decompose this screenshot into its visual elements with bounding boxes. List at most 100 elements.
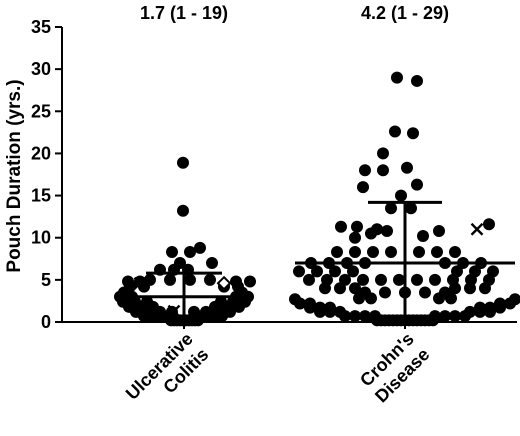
group-annotation: 1.7 (1 - 19) <box>140 3 228 23</box>
y-tick-label: 25 <box>31 101 51 121</box>
y-tick-label: 20 <box>31 143 51 163</box>
data-point <box>405 202 417 215</box>
y-tick-label: 5 <box>41 270 51 290</box>
data-point <box>385 246 397 259</box>
data-point <box>401 161 413 174</box>
data-point <box>339 273 351 286</box>
cross-marker <box>470 222 484 236</box>
y-tick-label: 35 <box>31 17 51 37</box>
data-point <box>395 189 407 202</box>
data-point <box>164 273 176 286</box>
y-tick-label: 10 <box>31 228 51 248</box>
data-point <box>494 297 506 310</box>
data-point <box>439 286 451 299</box>
data-point <box>377 164 389 177</box>
data-point <box>321 273 333 286</box>
y-tick-label: 0 <box>41 312 51 332</box>
data-point <box>188 305 200 318</box>
data-point <box>141 295 153 308</box>
data-point <box>469 265 481 278</box>
data-point <box>331 246 343 259</box>
data-point <box>419 286 431 299</box>
data-point <box>349 246 361 259</box>
data-point <box>413 246 425 259</box>
data-point <box>449 246 461 259</box>
data-point <box>244 275 256 288</box>
data-point <box>474 301 486 314</box>
data-point <box>174 257 186 269</box>
data-point <box>509 293 520 306</box>
data-point <box>367 246 379 259</box>
data-point <box>184 273 196 286</box>
data-point <box>204 273 216 286</box>
y-tick-label: 15 <box>31 186 51 206</box>
data-point <box>431 246 443 259</box>
data-point <box>351 220 363 233</box>
group-annotation: 4.2 (1 - 29) <box>361 3 449 23</box>
data-point <box>166 246 178 259</box>
cross-stroke <box>470 222 484 236</box>
data-point <box>177 204 189 217</box>
cross-stroke <box>167 304 181 318</box>
data-point <box>311 265 323 278</box>
data-point <box>375 273 387 286</box>
data-point <box>289 293 301 306</box>
data-point <box>411 273 423 286</box>
data-point <box>184 246 196 259</box>
data-point <box>335 220 347 233</box>
data-point <box>487 265 499 278</box>
data-point <box>429 273 441 286</box>
cross-marker <box>167 304 181 318</box>
data-point <box>411 74 423 87</box>
data-point <box>389 125 401 138</box>
data-point <box>314 301 326 314</box>
data-point <box>411 178 423 191</box>
y-axis: 0 5 10 15 20 25 30 35 <box>31 17 63 332</box>
data-point <box>407 127 419 140</box>
data-point <box>451 265 463 278</box>
data-point <box>303 273 315 286</box>
data-point <box>200 305 212 318</box>
data-point <box>357 181 369 194</box>
data-point <box>215 295 227 308</box>
data-point <box>177 156 189 169</box>
data-point <box>122 275 134 288</box>
data-point <box>359 286 371 299</box>
data-point <box>484 301 496 314</box>
data-point <box>377 147 389 160</box>
cross-marker <box>133 276 147 290</box>
data-point <box>393 273 405 286</box>
data-point <box>230 275 242 288</box>
data-point <box>334 305 346 318</box>
y-axis-title: Pouch Duration (yrs.) <box>4 79 25 272</box>
data-point <box>144 273 156 286</box>
x-axis <box>62 321 517 329</box>
data-point <box>293 265 305 278</box>
data-point <box>359 164 371 177</box>
data-point <box>324 301 336 314</box>
data-point <box>433 224 445 237</box>
cross-stroke <box>133 276 147 290</box>
y-tick-label: 30 <box>31 59 51 79</box>
data-point <box>329 265 341 278</box>
data-point <box>385 202 397 215</box>
data-point <box>349 231 361 244</box>
data-point <box>194 241 206 254</box>
data-point <box>483 218 495 231</box>
data-point <box>449 310 461 323</box>
data-point <box>379 286 391 299</box>
data-point <box>349 282 361 295</box>
data-point <box>349 310 361 323</box>
data-point <box>304 297 316 310</box>
data-point <box>381 224 393 237</box>
data-point <box>371 223 383 236</box>
data-point <box>347 265 359 278</box>
data-point <box>357 273 369 286</box>
data-point <box>391 71 403 84</box>
data-point <box>417 230 429 243</box>
data-point <box>206 257 218 269</box>
data-point <box>464 305 476 318</box>
